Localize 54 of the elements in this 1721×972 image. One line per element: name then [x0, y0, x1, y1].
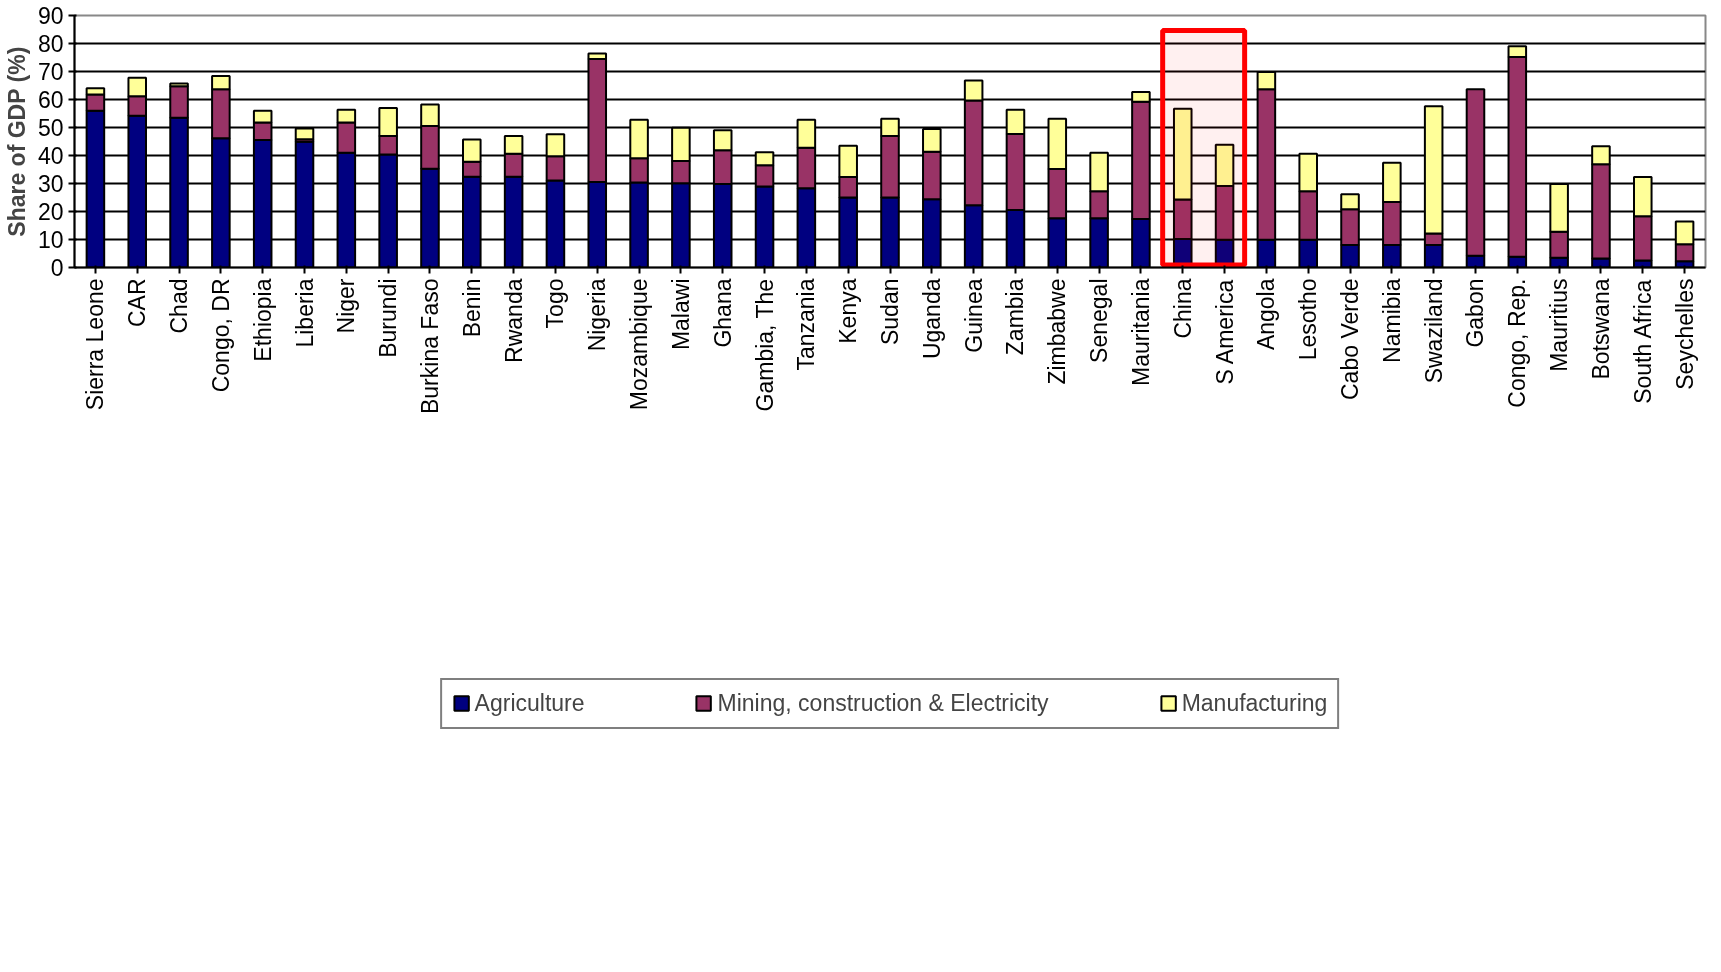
y-tick-label: 50 — [37, 115, 64, 141]
x-tick-label: Mauritania — [1127, 278, 1154, 386]
x-tick-label: CAR — [124, 278, 151, 328]
legend-label: Manufacturing — [1181, 689, 1328, 717]
x-tick-label: Cabo Verde — [1337, 278, 1364, 400]
x-tick-label: Burkina Faso — [416, 278, 443, 415]
x-tick-label: Angola — [1253, 278, 1280, 351]
x-tick-label: Zimbabwe — [1044, 278, 1071, 385]
x-tick-label: Gabon — [1462, 278, 1489, 348]
y-axis-title: Share of GDP (%) — [3, 46, 30, 237]
x-tick-label: Mauritius — [1546, 278, 1573, 372]
x-tick-label: Zambia — [1002, 278, 1029, 356]
x-tick-label: Tanzania — [793, 278, 820, 371]
bar — [294, 127, 315, 141]
legend-label: Agriculture — [474, 689, 585, 717]
y-tick-label: 70 — [37, 59, 64, 85]
x-tick-label: Uganda — [918, 278, 945, 360]
legend-label: Mining, construction & Electricity — [717, 689, 1049, 717]
x-tick-label: Liberia — [291, 278, 318, 348]
x-tick-label: Chad — [166, 278, 193, 334]
x-tick-label: Gambia, The — [751, 278, 778, 412]
x-tick-label: Congo, Rep. — [1504, 278, 1531, 408]
y-tick-label: 40 — [37, 143, 64, 169]
y-tick-label: 80 — [37, 31, 64, 57]
x-tick-label: Kenya — [835, 278, 862, 344]
y-tick-label: 30 — [37, 171, 64, 197]
x-tick-label: Rwanda — [500, 278, 527, 363]
x-tick-label: Namibia — [1378, 278, 1405, 363]
x-tick-label: South Africa — [1629, 279, 1656, 404]
x-tick-label: Sierra Leone — [82, 278, 109, 411]
x-tick-label: Seychelles — [1671, 278, 1698, 390]
x-tick-label: Swaziland — [1420, 278, 1447, 384]
x-tick-label: Botswana — [1587, 278, 1614, 380]
x-tick-label: Sudan — [877, 278, 903, 346]
x-tick-label: Nigeria — [584, 278, 611, 352]
x-tick-label: Mozambique — [626, 278, 653, 411]
y-tick-label: 60 — [37, 87, 64, 113]
x-tick-label: Lesotho — [1295, 278, 1322, 361]
x-tick-label: Benin — [458, 278, 485, 338]
y-tick-label: 90 — [37, 3, 64, 29]
x-tick-label: Ethiopia — [249, 278, 276, 362]
x-tick-label: Guinea — [960, 278, 987, 353]
x-tick-label: Congo, DR — [207, 278, 234, 393]
y-tick-label: 10 — [37, 227, 64, 253]
y-tick-label: 0 — [50, 255, 64, 281]
y-tick-label: 20 — [37, 199, 64, 225]
x-tick-label: Togo — [542, 278, 569, 329]
x-tick-label: Niger — [333, 278, 360, 334]
x-tick-label: Malawi — [667, 278, 694, 351]
x-tick-label: Ghana — [709, 278, 736, 348]
x-tick-label: Senegal — [1086, 278, 1113, 363]
x-tick-label: S America — [1211, 279, 1238, 385]
x-tick-label: China — [1169, 278, 1196, 339]
x-tick-label: Burundi — [375, 278, 402, 358]
